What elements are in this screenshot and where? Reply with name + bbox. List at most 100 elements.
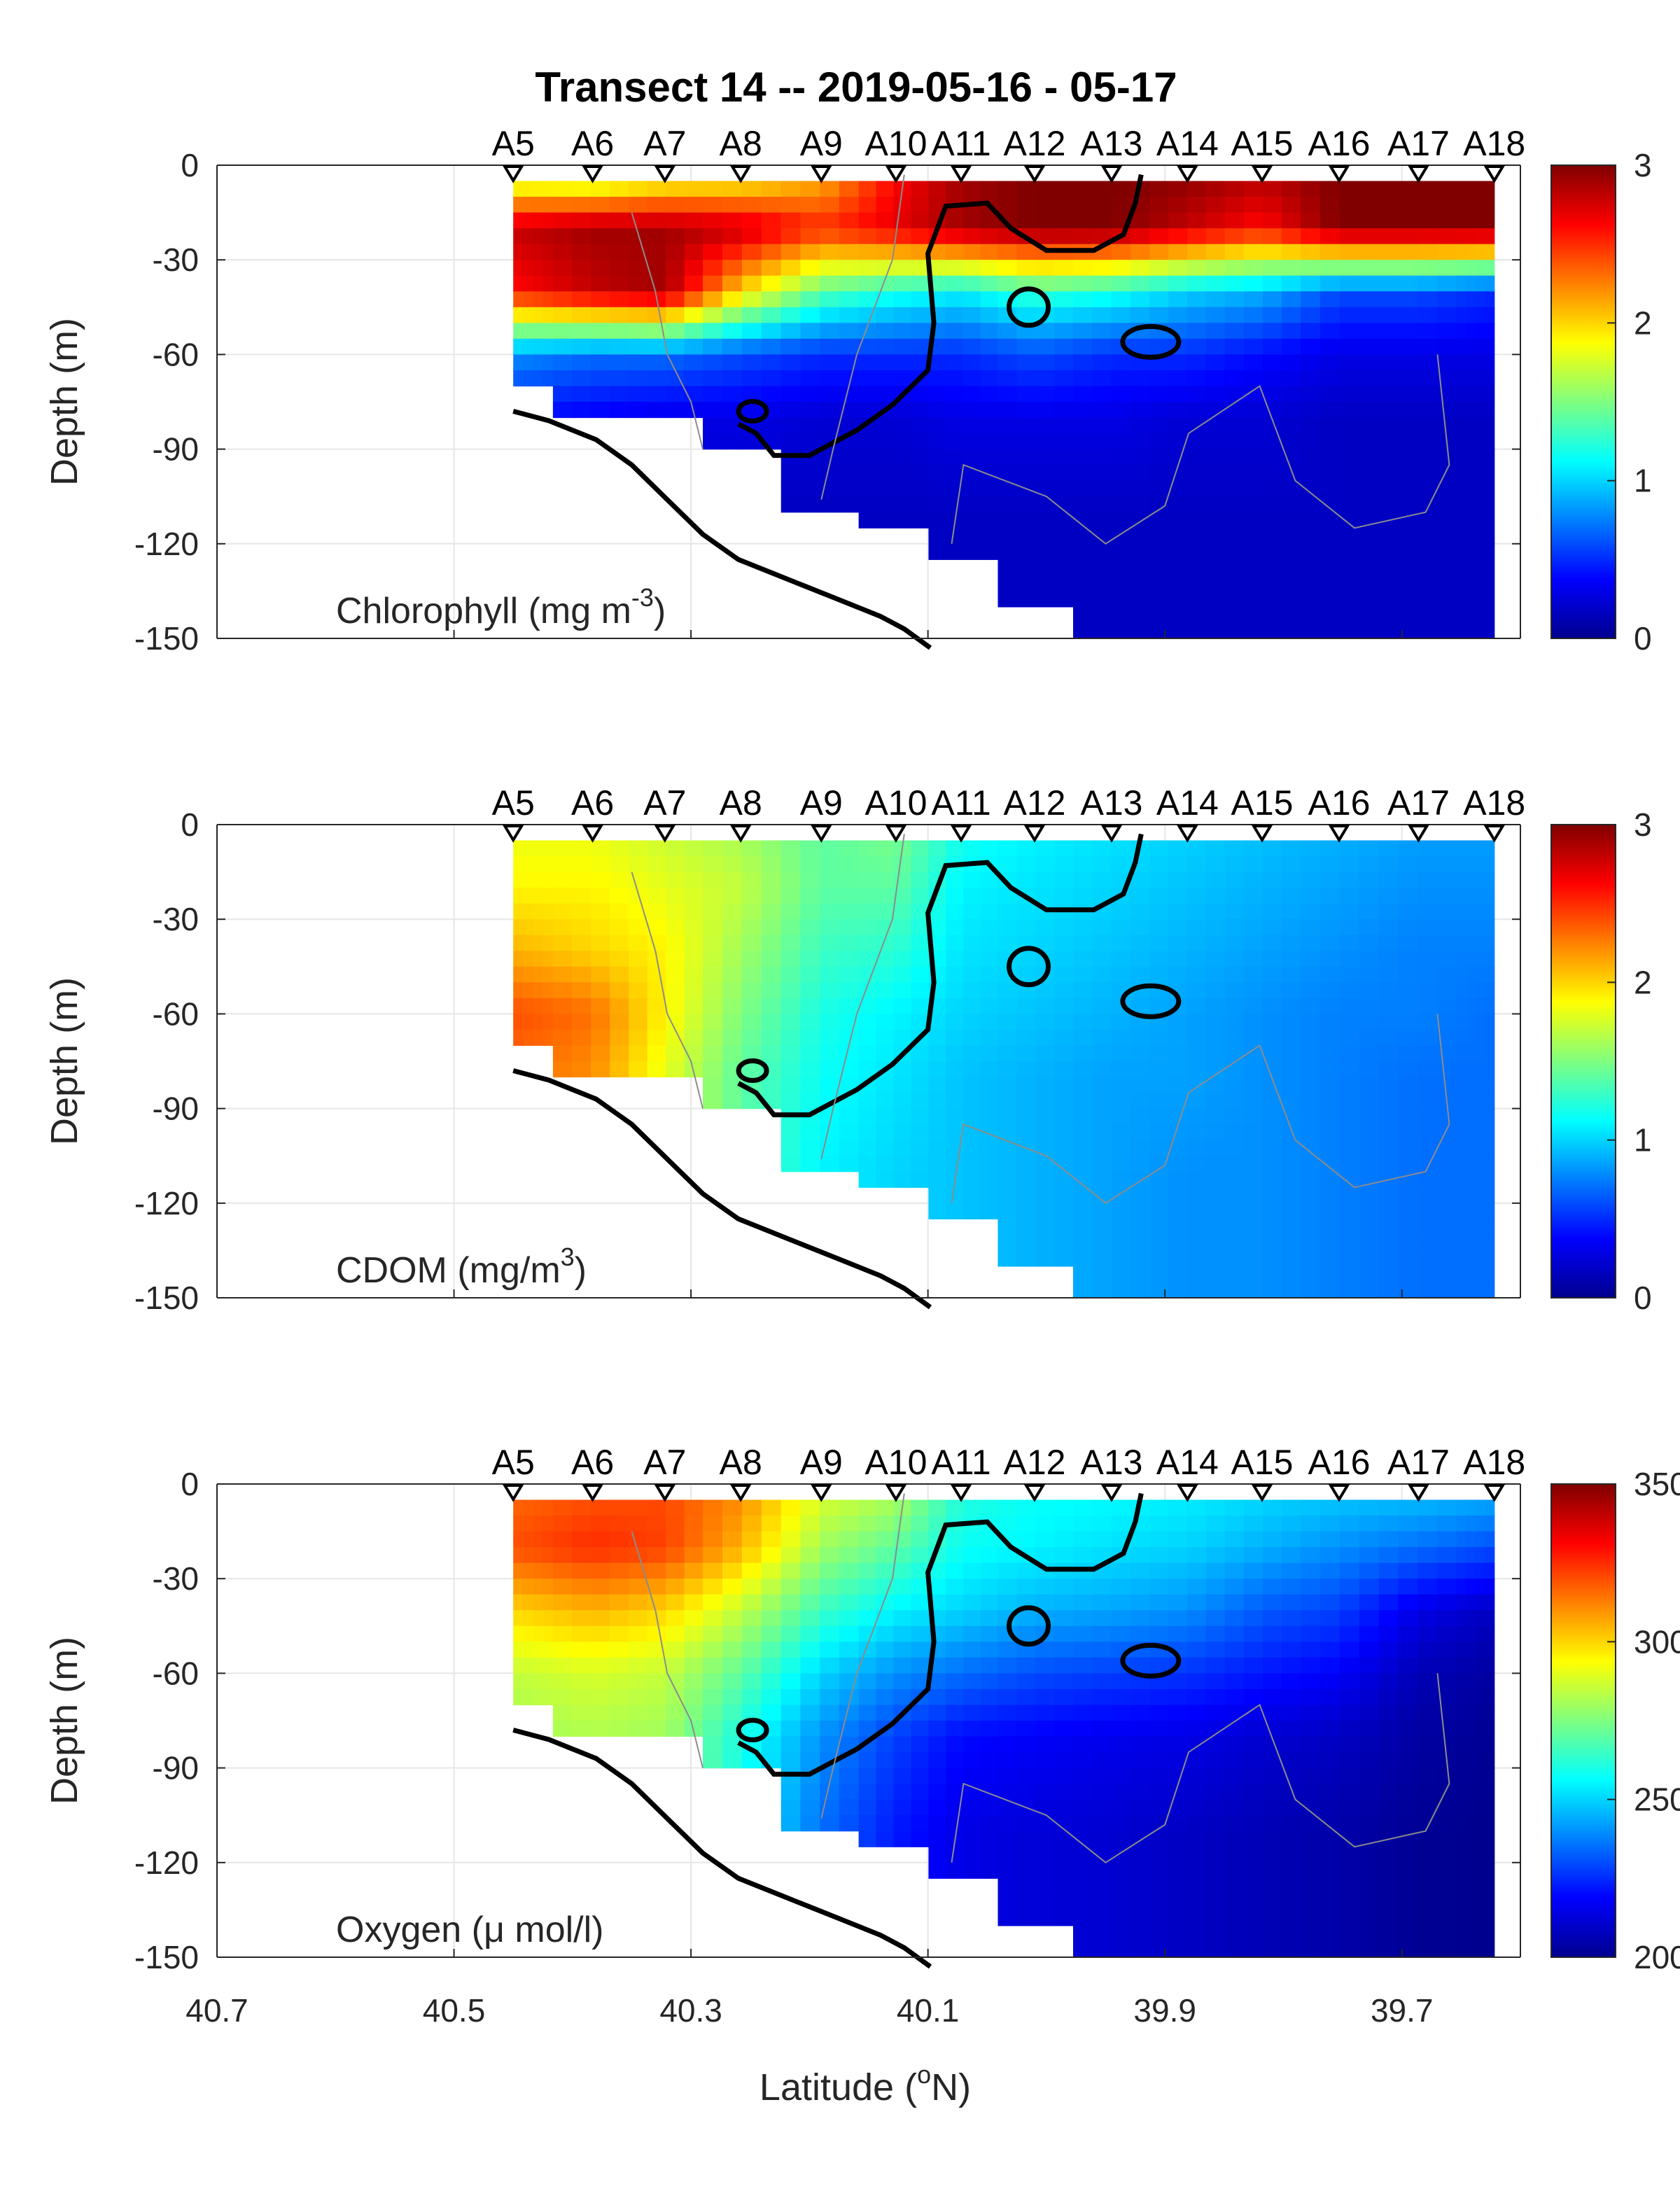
heatmap-cell xyxy=(1243,370,1264,387)
heatmap-cell xyxy=(1054,1124,1074,1141)
heatmap-cell xyxy=(1359,856,1380,873)
heatmap-cell xyxy=(980,291,999,308)
heatmap-cell xyxy=(1418,244,1438,260)
heatmap-cell xyxy=(1035,1140,1055,1156)
heatmap-cell xyxy=(722,244,743,260)
heatmap-cell xyxy=(1224,559,1245,576)
heatmap-cell xyxy=(1339,1547,1360,1564)
heatmap-cell xyxy=(928,1140,946,1156)
station-label: A13 xyxy=(1081,1443,1143,1482)
heatmap-cell xyxy=(962,1642,981,1658)
heatmap-cell xyxy=(1456,275,1466,292)
heatmap-cell xyxy=(1224,919,1245,936)
heatmap-cell xyxy=(858,1562,877,1579)
heatmap-cell xyxy=(858,1499,877,1516)
heatmap-cell xyxy=(1186,323,1207,340)
contour-island xyxy=(736,1058,769,1084)
heatmap-cell xyxy=(1320,449,1340,465)
heatmap-cell xyxy=(761,1077,782,1093)
heatmap-cell xyxy=(980,1815,999,1832)
heatmap-cell xyxy=(1130,1799,1150,1816)
heatmap-cell xyxy=(533,370,544,387)
heatmap-cell xyxy=(629,1610,648,1627)
heatmap-cell xyxy=(1320,1784,1340,1800)
heatmap-cell xyxy=(997,1077,1017,1093)
heatmap-cell xyxy=(1320,1721,1340,1737)
heatmap-cell xyxy=(1466,323,1476,340)
heatmap-cell xyxy=(1168,1499,1188,1516)
heatmap-cell xyxy=(533,1625,544,1642)
heatmap-cell xyxy=(571,1516,592,1532)
heatmap-cell xyxy=(1205,512,1226,528)
heatmap-cell xyxy=(533,997,544,1014)
heatmap-cell xyxy=(610,1594,629,1611)
heatmap-cell xyxy=(1054,402,1074,419)
heatmap-cell xyxy=(684,275,704,292)
heatmap-cell xyxy=(1168,1108,1188,1125)
heatmap-cell xyxy=(911,338,930,355)
heatmap-cell xyxy=(876,1156,895,1172)
station-label: A16 xyxy=(1308,124,1371,163)
heatmap-cell xyxy=(893,512,912,528)
heatmap-cell xyxy=(1168,307,1188,323)
heatmap-cell xyxy=(741,1688,762,1706)
heatmap-cell xyxy=(1130,1910,1150,1926)
heatmap-cell xyxy=(1359,575,1380,592)
heatmap-cell xyxy=(1300,1704,1321,1721)
heatmap-cell xyxy=(1224,1077,1245,1093)
heatmap-cell xyxy=(1485,888,1495,904)
x-tick-label: 40.7 xyxy=(186,1992,248,2029)
heatmap-cell xyxy=(1016,1250,1036,1267)
heatmap-cell xyxy=(1224,181,1245,197)
heatmap-cell xyxy=(722,1093,743,1110)
heatmap-cell xyxy=(523,903,534,920)
heatmap-cell xyxy=(1339,1045,1360,1062)
heatmap-cell xyxy=(962,1203,981,1219)
heatmap-cell xyxy=(1168,1516,1188,1532)
heatmap-cell xyxy=(1475,1910,1485,1926)
heatmap-cell xyxy=(980,212,999,229)
heatmap-cell xyxy=(761,1531,782,1548)
heatmap-cell xyxy=(997,982,1017,999)
heatmap-cell xyxy=(1359,888,1380,904)
heatmap-cell xyxy=(684,1673,704,1690)
heatmap-cell xyxy=(1072,449,1093,465)
heatmap-cell xyxy=(1111,1156,1131,1172)
heatmap-cell xyxy=(858,1673,877,1690)
heatmap-cell xyxy=(1111,575,1131,592)
heatmap-cell xyxy=(741,275,762,292)
heatmap-cell xyxy=(893,496,912,513)
heatmap-cell xyxy=(1466,1061,1476,1078)
heatmap-cell xyxy=(1262,480,1282,497)
heatmap-cell xyxy=(858,1140,877,1156)
heatmap-cell xyxy=(962,212,981,229)
heatmap-cell xyxy=(1418,1531,1438,1548)
heatmap-cell xyxy=(1168,903,1188,920)
heatmap-cell xyxy=(1168,1673,1188,1690)
heatmap-cell xyxy=(911,919,930,936)
heatmap-cell xyxy=(1398,543,1418,560)
heatmap-cell xyxy=(1243,934,1264,951)
heatmap-cell xyxy=(1168,197,1188,214)
heatmap-cell xyxy=(997,1093,1017,1110)
heatmap-cell xyxy=(1168,872,1188,888)
heatmap-cell xyxy=(1418,997,1438,1014)
heatmap-cell xyxy=(533,1578,544,1595)
heatmap-cell xyxy=(513,1029,524,1046)
heatmap-cell xyxy=(1168,1124,1188,1141)
heatmap-cell xyxy=(876,1799,895,1816)
heatmap-cell xyxy=(893,1029,912,1046)
heatmap-cell xyxy=(1016,903,1036,920)
heatmap-cell xyxy=(571,1578,592,1595)
heatmap-cell xyxy=(1243,903,1264,920)
heatmap-cell xyxy=(741,1029,762,1046)
heatmap-cell xyxy=(893,1830,912,1847)
isoline xyxy=(951,1673,1450,1864)
heatmap-cell xyxy=(1035,512,1055,528)
heatmap-cell xyxy=(946,402,964,419)
heatmap-cell xyxy=(1475,1721,1485,1737)
heatmap-cell xyxy=(1186,1547,1207,1564)
heatmap-cell xyxy=(1436,543,1457,560)
heatmap-cell xyxy=(1378,934,1399,951)
heatmap-cell xyxy=(1485,1642,1495,1658)
